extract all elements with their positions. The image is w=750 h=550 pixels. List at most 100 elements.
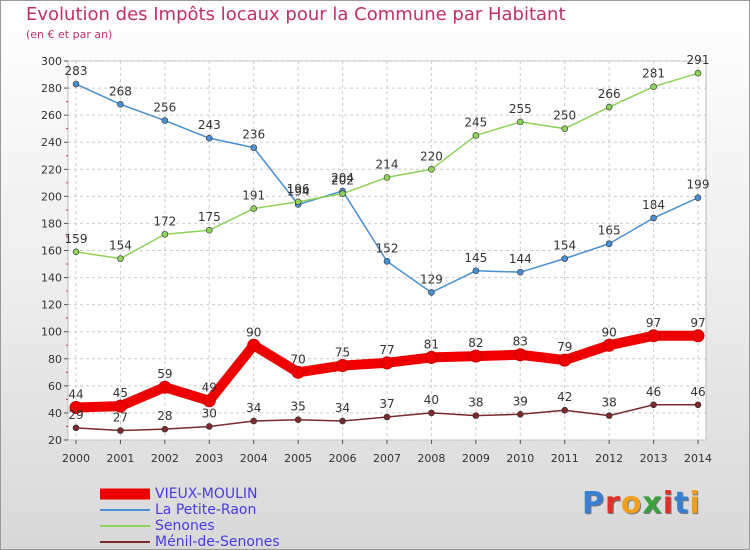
data-label: 196 bbox=[287, 182, 310, 196]
logo-letter: t bbox=[674, 486, 690, 521]
x-tick-label: 2008 bbox=[417, 452, 445, 465]
data-point bbox=[694, 69, 702, 77]
data-point bbox=[202, 394, 216, 408]
data-point bbox=[602, 338, 616, 352]
data-label: 97 bbox=[690, 316, 705, 330]
data-label: 129 bbox=[420, 272, 443, 286]
data-label: 165 bbox=[598, 224, 621, 238]
data-label: 39 bbox=[513, 394, 528, 408]
data-point bbox=[650, 83, 657, 91]
data-point bbox=[516, 410, 524, 418]
data-point bbox=[383, 174, 391, 181]
data-label: 38 bbox=[602, 396, 617, 410]
data-label: 34 bbox=[246, 401, 261, 415]
data-label: 255 bbox=[509, 102, 532, 116]
data-point bbox=[205, 226, 213, 234]
data-label: 77 bbox=[379, 343, 394, 357]
x-tick-label: 2012 bbox=[595, 452, 623, 465]
data-point bbox=[605, 412, 613, 419]
x-tick-label: 2003 bbox=[195, 452, 223, 465]
data-point bbox=[647, 329, 661, 343]
x-tick-label: 2013 bbox=[640, 452, 668, 465]
data-point bbox=[72, 248, 80, 256]
y-tick-label: 240 bbox=[41, 136, 62, 149]
data-label: 159 bbox=[65, 232, 88, 246]
y-tick-label: 260 bbox=[41, 109, 62, 122]
data-label: 46 bbox=[646, 385, 661, 399]
data-point bbox=[117, 101, 124, 108]
data-point bbox=[247, 338, 261, 352]
data-label: 283 bbox=[65, 64, 88, 78]
data-point bbox=[472, 267, 480, 275]
data-label: 243 bbox=[198, 118, 221, 132]
data-label: 97 bbox=[646, 316, 661, 330]
data-label: 38 bbox=[468, 396, 483, 410]
x-tick-label: 2006 bbox=[329, 452, 357, 465]
data-point bbox=[294, 416, 302, 423]
logo-letter: r bbox=[605, 486, 621, 521]
data-point bbox=[336, 359, 350, 373]
data-label: 30 bbox=[202, 406, 217, 420]
data-label: 37 bbox=[379, 397, 394, 411]
data-label: 191 bbox=[242, 189, 265, 203]
data-point bbox=[516, 268, 524, 276]
data-point bbox=[339, 190, 346, 197]
data-label: 75 bbox=[335, 346, 350, 360]
data-point bbox=[250, 205, 258, 212]
y-tick-label: 120 bbox=[41, 299, 62, 312]
data-point bbox=[558, 353, 572, 367]
data-point bbox=[694, 194, 702, 202]
data-label: 49 bbox=[202, 381, 217, 395]
logo-letter: x bbox=[642, 486, 663, 521]
data-point bbox=[605, 103, 613, 111]
x-tick-label: 2005 bbox=[284, 452, 312, 465]
logo-letter: o bbox=[620, 486, 643, 521]
data-label: 46 bbox=[690, 385, 705, 399]
data-label: 79 bbox=[557, 340, 572, 354]
y-tick-label: 280 bbox=[41, 82, 62, 95]
data-label: 266 bbox=[598, 87, 621, 101]
x-tick-label: 2000 bbox=[62, 452, 90, 465]
data-point bbox=[161, 230, 169, 238]
data-point bbox=[469, 349, 483, 363]
data-point bbox=[158, 380, 172, 394]
data-point bbox=[428, 409, 435, 417]
data-point bbox=[250, 417, 258, 425]
data-point bbox=[516, 118, 524, 126]
data-label: 44 bbox=[68, 388, 83, 402]
data-point bbox=[205, 134, 213, 142]
x-tick-label: 2014 bbox=[684, 452, 712, 465]
data-point bbox=[113, 399, 127, 413]
data-label: 45 bbox=[113, 386, 128, 400]
data-point bbox=[561, 125, 569, 132]
data-label: 172 bbox=[153, 214, 176, 228]
y-tick-label: 40 bbox=[48, 407, 62, 420]
y-tick-label: 160 bbox=[41, 245, 62, 258]
legend-label: Ménil-de-Senones bbox=[155, 534, 280, 550]
data-label: 27 bbox=[113, 411, 128, 425]
data-label: 90 bbox=[246, 325, 261, 339]
data-label: 42 bbox=[557, 390, 572, 404]
chart-subtitle: (en € et par an) bbox=[26, 28, 113, 41]
y-tick-label: 80 bbox=[48, 353, 62, 366]
data-label: 28 bbox=[157, 409, 172, 423]
y-tick-label: 20 bbox=[48, 434, 62, 447]
data-point bbox=[339, 417, 346, 425]
data-label: 144 bbox=[509, 252, 532, 266]
data-label: 35 bbox=[291, 400, 306, 414]
data-point bbox=[117, 255, 124, 262]
data-point bbox=[291, 365, 305, 379]
data-label: 81 bbox=[424, 337, 439, 351]
data-label: 70 bbox=[291, 352, 306, 366]
data-point bbox=[691, 329, 705, 343]
data-point bbox=[72, 80, 80, 88]
x-tick-label: 2007 bbox=[373, 452, 401, 465]
x-tick-label: 2010 bbox=[506, 452, 534, 465]
data-label: 154 bbox=[553, 239, 576, 253]
data-point bbox=[72, 424, 80, 432]
x-tick-label: 2011 bbox=[551, 452, 579, 465]
data-label: 245 bbox=[464, 115, 487, 129]
data-point bbox=[428, 165, 435, 173]
data-label: 194 bbox=[287, 184, 310, 198]
